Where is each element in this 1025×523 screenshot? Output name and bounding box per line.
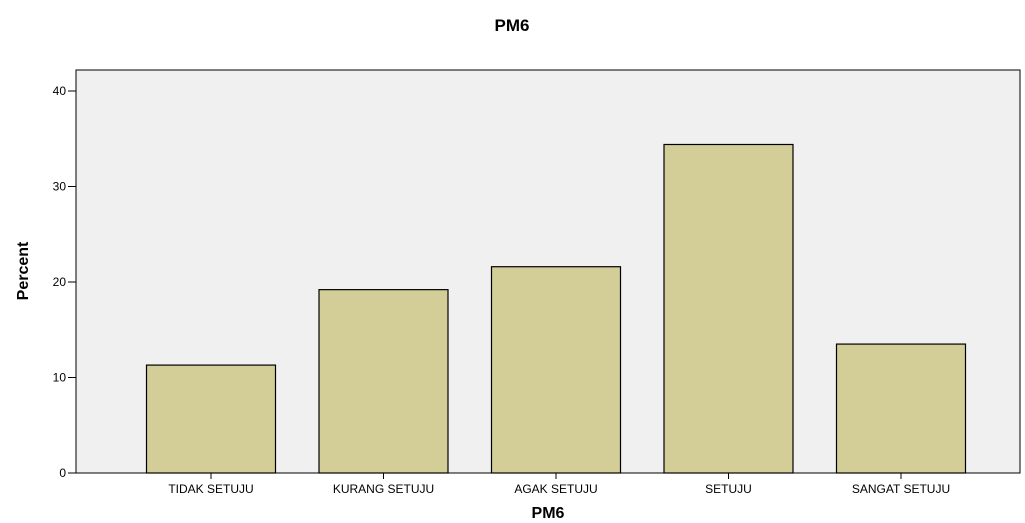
- y-tick-label: 40: [53, 84, 67, 98]
- x-tick-label: AGAK SETUJU: [514, 482, 597, 496]
- chart-title: PM6: [495, 16, 530, 35]
- y-tick-label: 20: [53, 275, 67, 289]
- y-axis-title: Percent: [15, 241, 32, 300]
- x-tick-label: KURANG SETUJU: [333, 482, 434, 496]
- x-tick-label: SANGAT SETUJU: [852, 482, 950, 496]
- y-tick-label: 30: [53, 180, 67, 194]
- x-axis: TIDAK SETUJU KURANG SETUJU AGAK SETUJU SETU…: [168, 473, 950, 496]
- bar: [835, 343, 967, 474]
- bar: [318, 289, 449, 474]
- x-tick-label: SETUJU: [705, 482, 752, 496]
- bar: [145, 364, 277, 474]
- y-tick-label: 0: [59, 466, 66, 480]
- bar: [663, 143, 794, 474]
- bar-series: [145, 143, 967, 474]
- x-axis-title: PM6: [532, 505, 565, 522]
- bar: [490, 266, 622, 474]
- y-axis: 0 10 20 30 40: [53, 84, 76, 480]
- y-tick-label: 10: [53, 371, 67, 385]
- x-tick-label: TIDAK SETUJU: [168, 482, 253, 496]
